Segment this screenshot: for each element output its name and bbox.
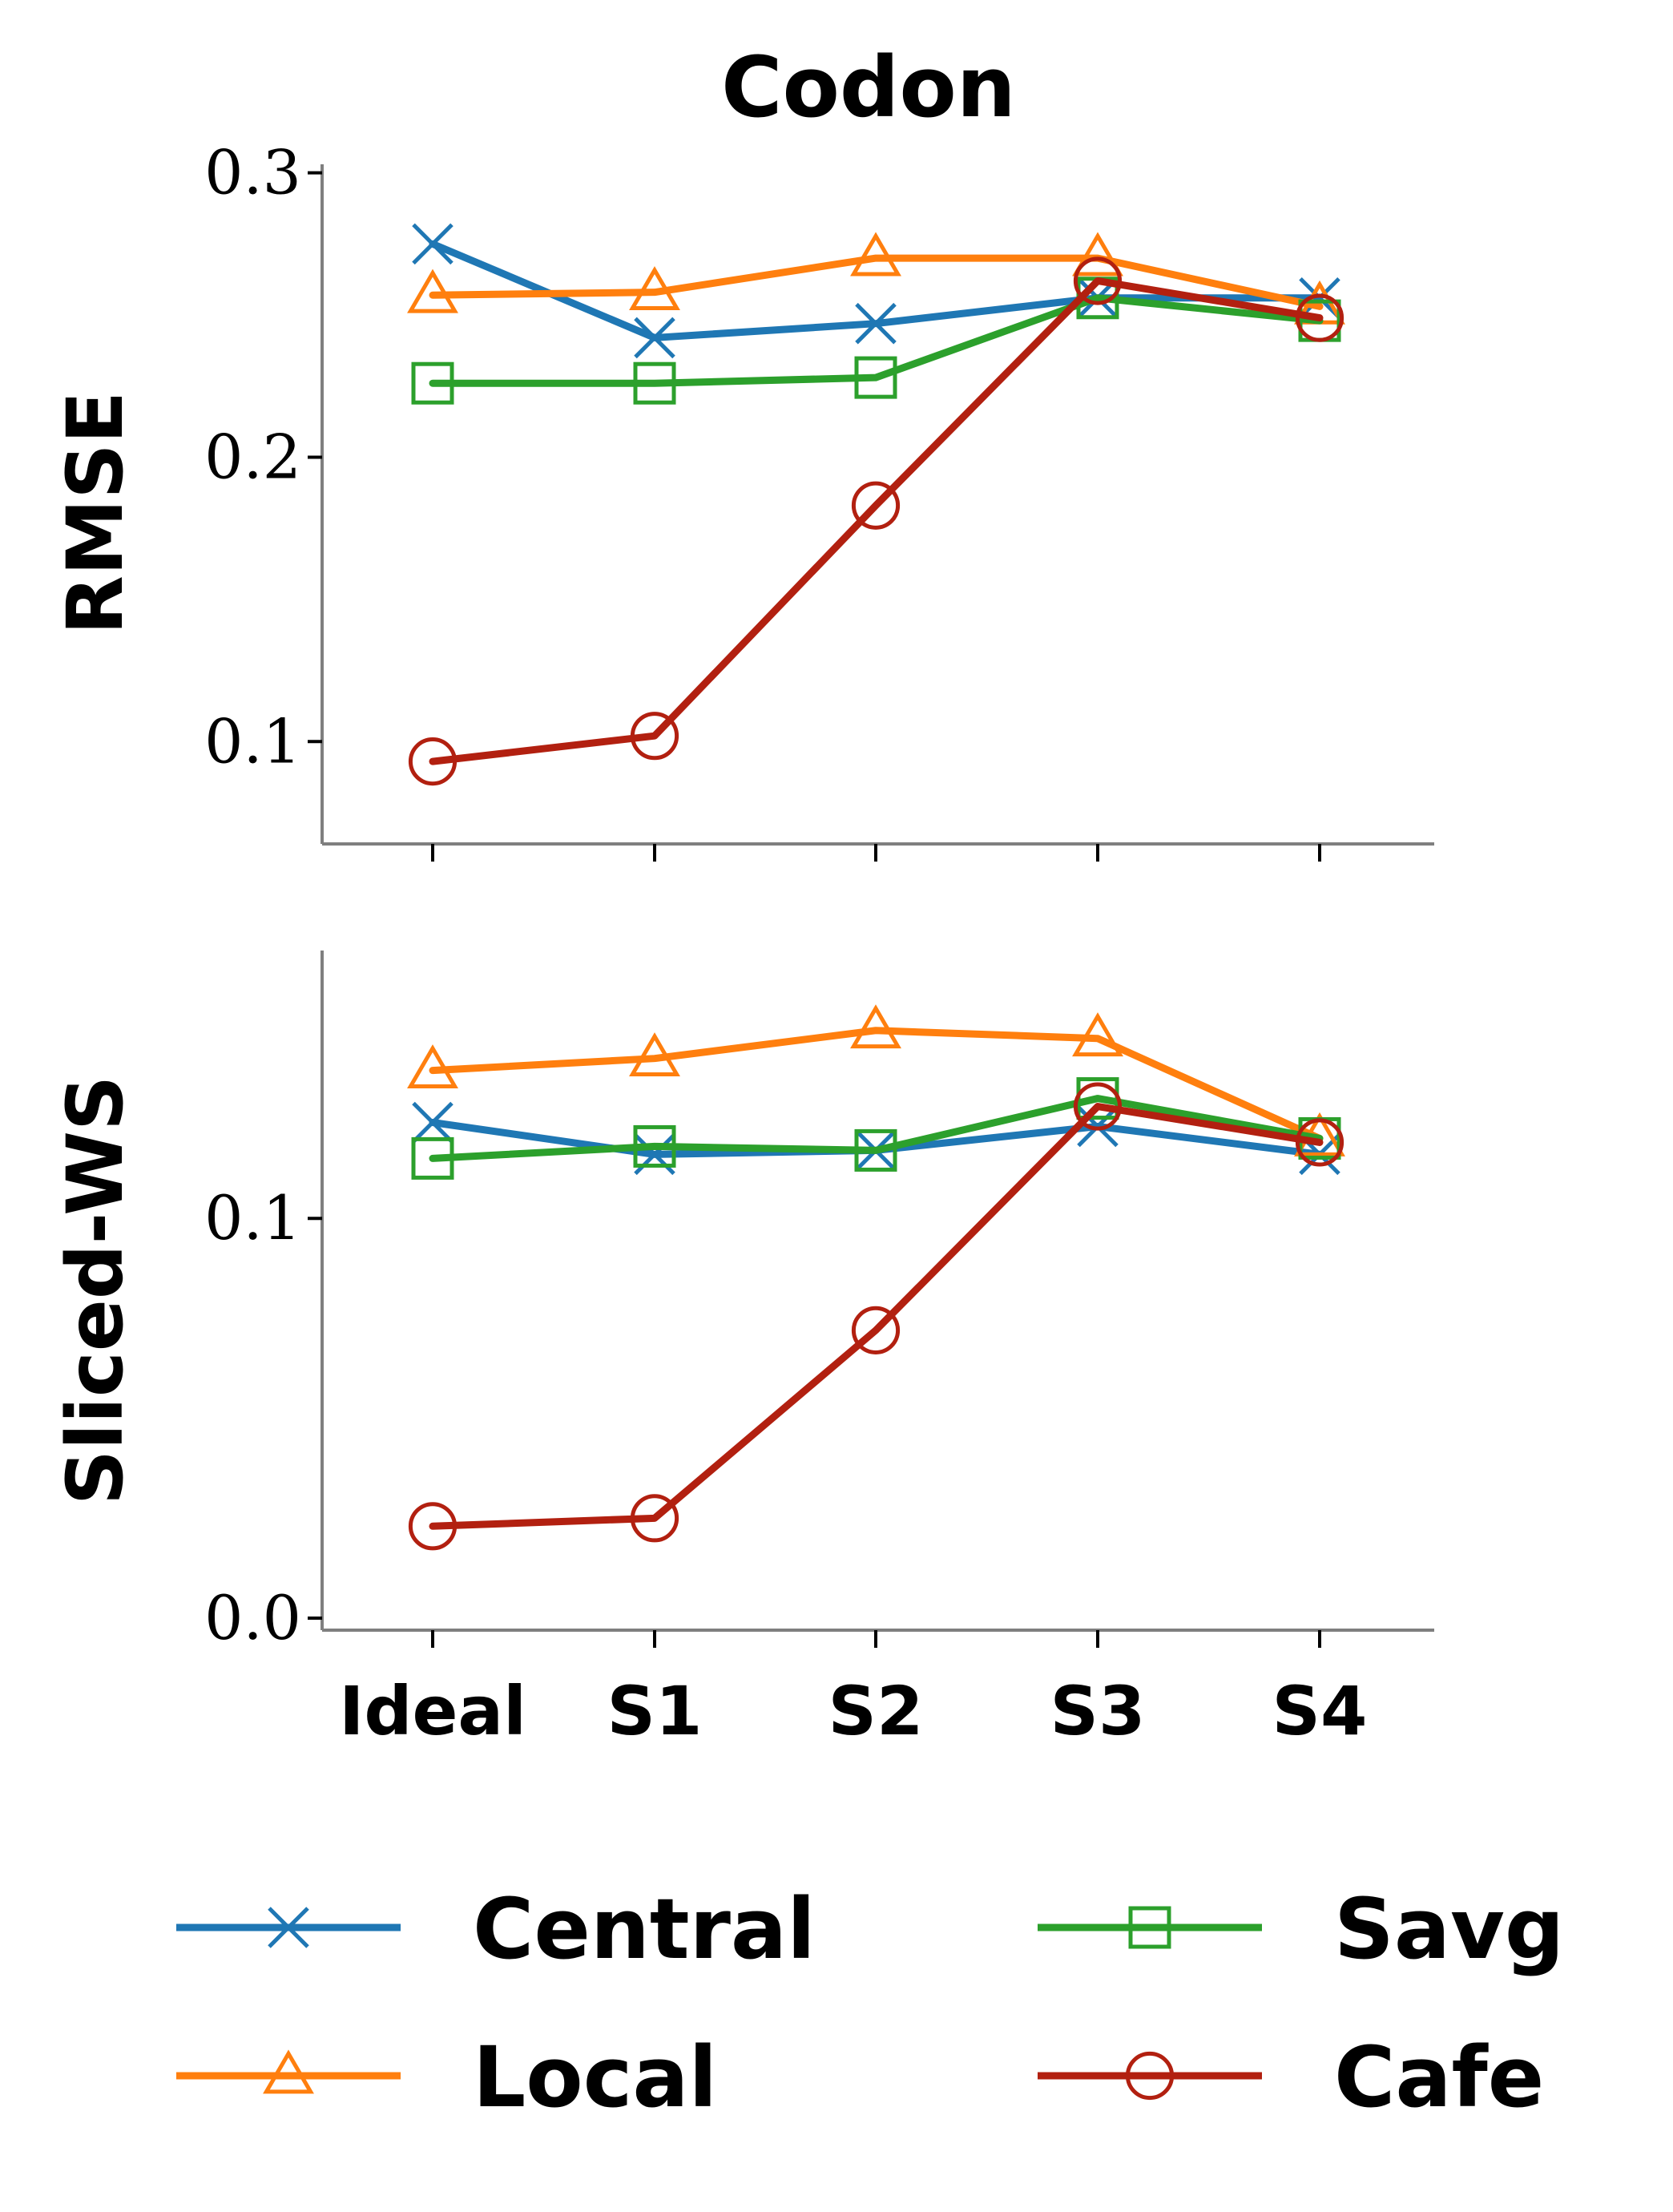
panel-1-ytick-label: 0.3 (204, 137, 301, 208)
panel-2-series-cafe-point (630, 1494, 679, 1543)
panel-2-series-central-point-stroke (412, 1101, 454, 1144)
panel-2-series-cafe-point (851, 1306, 901, 1354)
panel-2-series-savg-point (854, 1128, 897, 1172)
legend-cafe-label: Cafe (1334, 2028, 1544, 2126)
panel-1-series-cafe-point (851, 481, 901, 530)
panel-1-series-savg-point (633, 361, 676, 405)
panel-1-series-central-point (1299, 276, 1340, 319)
panel-2-series-savg-line (429, 1095, 1324, 1162)
panel-1-series-local-point (407, 268, 458, 313)
legend-local-label: Local (473, 2028, 717, 2126)
panel-2-series-savg-point (633, 1124, 676, 1168)
panel-1-series-local-point (850, 232, 901, 276)
panel-1-ytick-label: 0.2 (204, 421, 301, 492)
legend-central-marker (268, 1907, 309, 1948)
panel-1-series-local-point (629, 266, 680, 311)
xtick-label: S2 (828, 1672, 924, 1750)
panel-1-series-central-point (855, 302, 897, 345)
panel-2-ylabel: Sliced-WS (50, 1076, 140, 1505)
chart-title: Codon (721, 38, 1016, 136)
legend-local-marker (263, 2049, 314, 2094)
panel-1-series-cafe-point (630, 712, 679, 761)
panel-2-series-cafe-point (1295, 1118, 1344, 1167)
panel-1-series-cafe-line (429, 276, 1324, 765)
panel-1-series-cafe-point (1073, 256, 1123, 305)
xtick-label: Ideal (339, 1672, 526, 1750)
panel-2-series-central-point (1077, 1105, 1119, 1148)
panel-2-series-savg-point (411, 1136, 454, 1180)
panel-2-series-local-point (407, 1044, 458, 1089)
panel-2-ytick-label: 0.0 (204, 1582, 301, 1653)
panel-2-series-cafe-point (1073, 1082, 1123, 1131)
panel-2-series-cafe-line (429, 1103, 1324, 1530)
panel-1-series-savg-line (429, 294, 1324, 387)
panel-1-ytick-label: 0.1 (204, 705, 301, 777)
legend-central-marker-stroke (268, 1907, 309, 1948)
panel-1-series-cafe-point (408, 737, 458, 786)
xtick-label: S3 (1050, 1672, 1146, 1750)
legend-savg-marker (1128, 1906, 1171, 1949)
panel-1-series-central-point (634, 317, 675, 359)
panel-1-series-central-point-stroke (634, 317, 675, 359)
panel-2-series-local-point (850, 1004, 901, 1049)
panel-1-series-savg-point (854, 356, 897, 399)
panel-1-series-central-point (412, 223, 454, 265)
panel-1-series-central-point-stroke (1299, 276, 1340, 319)
panel-1-series-local-point (1072, 232, 1123, 276)
legend-central-label: Central (473, 1880, 816, 1978)
panel-1-series-central-point-stroke (412, 223, 454, 265)
panel-1-series-savg-point (411, 361, 454, 405)
panel-1-series-central-point-stroke (855, 302, 897, 345)
legend-cafe-marker (1125, 2051, 1175, 2101)
panel-2-series-central-point (412, 1101, 454, 1144)
panel-1-series-cafe-point (1295, 293, 1344, 342)
panel-2-series-local-point (1072, 1012, 1123, 1057)
panel-2-ytick-label: 0.1 (204, 1182, 301, 1253)
xtick-label: S4 (1272, 1672, 1368, 1750)
legend-savg-label: Savg (1334, 1880, 1564, 1978)
xtick-label: S1 (607, 1672, 703, 1750)
panel-2-series-cafe-point (408, 1502, 458, 1551)
panel-1-series-local-line (429, 254, 1324, 310)
panel-2-series-central-point-stroke (1077, 1105, 1119, 1148)
panel-1-ylabel: RMSE (50, 391, 140, 635)
panel-2-series-local-point (629, 1032, 680, 1077)
panel-2-series-local-line (429, 1027, 1324, 1142)
